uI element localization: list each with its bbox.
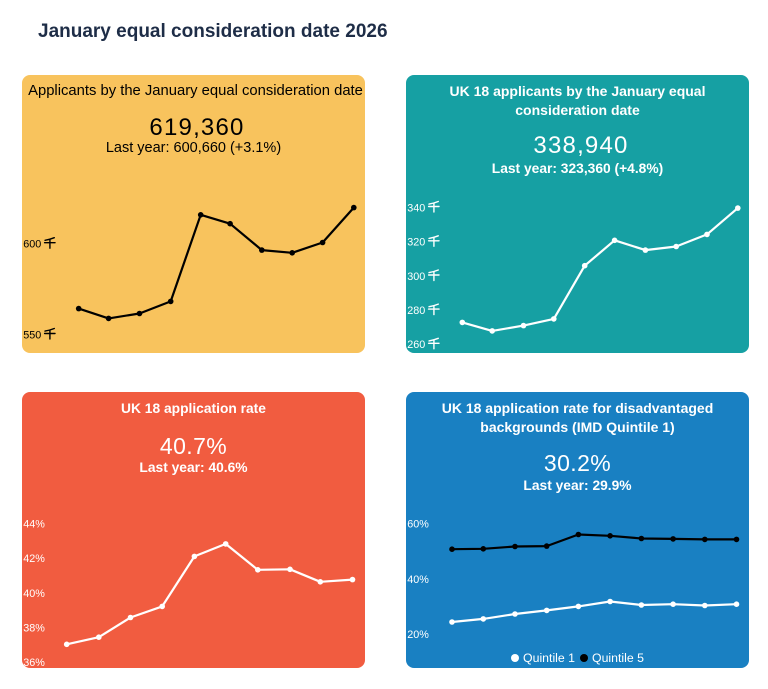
svg-text:320: 320 [407,237,425,249]
svg-text:60%: 60% [407,519,429,531]
svg-text:36%: 36% [23,657,45,668]
svg-text:20%: 20% [407,629,429,641]
svg-text:44%: 44% [23,519,45,531]
svg-text:38%: 38% [23,622,45,634]
svg-text:42%: 42% [23,553,45,565]
svg-text:280: 280 [407,305,425,317]
svg-text:340: 340 [407,202,425,214]
svg-text:300: 300 [407,271,425,283]
svg-text:260: 260 [407,339,425,351]
svg-text:40%: 40% [23,588,45,600]
svg-text:550: 550 [23,329,41,341]
svg-text:40%: 40% [407,574,429,586]
svg-text:600: 600 [23,239,41,251]
